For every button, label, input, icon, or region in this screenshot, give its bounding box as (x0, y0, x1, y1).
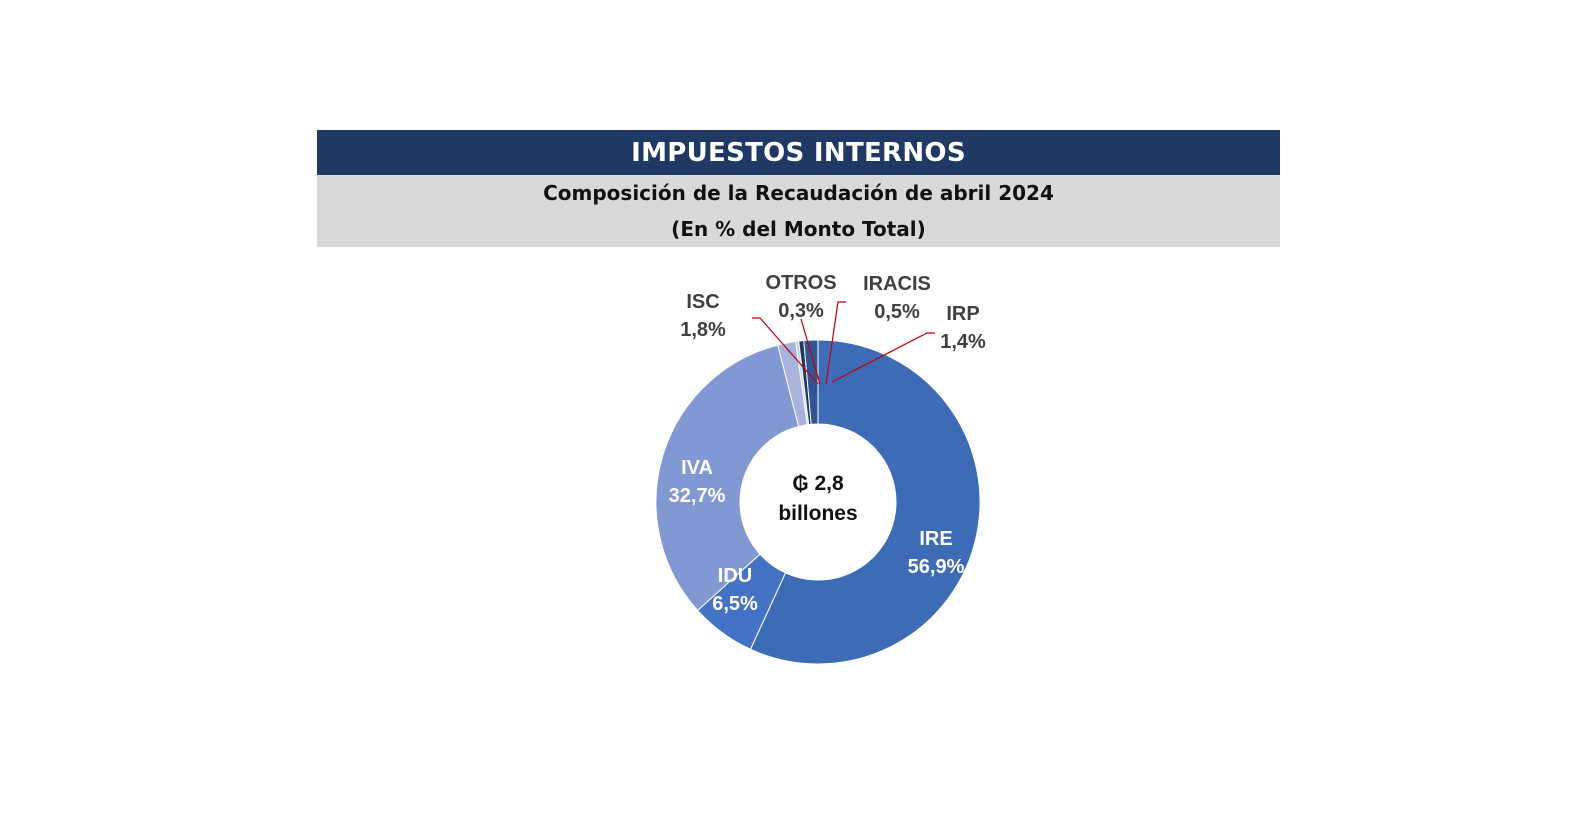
leader-line-irp (831, 332, 935, 383)
slice-name-iva: IVA (681, 457, 713, 479)
chart-header: IMPUESTOS INTERNOS Composición de la Rec… (317, 130, 1280, 247)
slice-value-isc: 1,8% (680, 319, 726, 341)
slice-name-ire: IRE (919, 528, 952, 550)
slice-value-idu: 6,5% (712, 593, 758, 615)
leader-lines (752, 301, 935, 385)
slice-name-isc: ISC (686, 291, 719, 313)
slice-value-otros: 0,3% (778, 300, 824, 322)
title-bar: IMPUESTOS INTERNOS (317, 130, 1280, 175)
slice-value-ire: 56,9% (908, 556, 965, 578)
slice-value-iracis: 0,5% (874, 301, 920, 323)
slice-value-irp: 1,4% (940, 331, 986, 353)
leader-line-otros (800, 318, 821, 385)
slice-name-iracis: IRACIS (863, 273, 931, 295)
subtitle-box: Composición de la Recaudación de abril 2… (317, 175, 1280, 247)
chart-subtitle-unit: (En % del Monto Total) (671, 217, 926, 241)
page-title: IMPUESTOS INTERNOS (631, 137, 966, 168)
leader-line-isc (752, 317, 819, 385)
chart-subtitle: Composición de la Recaudación de abril 2… (543, 181, 1054, 205)
leader-line-iracis (825, 301, 846, 385)
slice-name-idu: IDU (718, 565, 752, 587)
donut-hole (740, 424, 896, 580)
donut-slices (655, 339, 981, 665)
slice-labels: IRE 56,9% IDU 6,5% IVA 32,7% ISC 1,8% OTROS 0,3% I… (669, 272, 986, 615)
slice-name-otros: OTROS (765, 272, 836, 294)
slice-value-iva: 32,7% (669, 485, 726, 507)
slice-name-irp: IRP (946, 303, 979, 325)
center-label-unit: billones (778, 502, 857, 525)
center-label-amount: ₲ 2,8 (792, 472, 844, 495)
